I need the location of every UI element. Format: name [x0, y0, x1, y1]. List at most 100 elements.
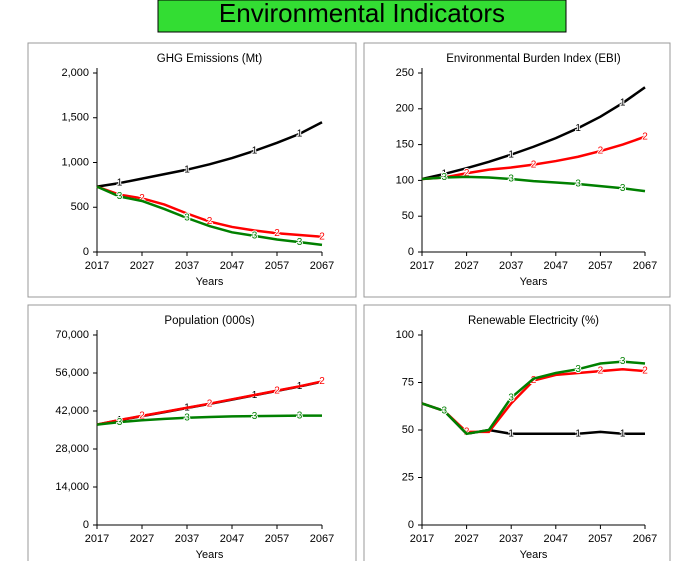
y-tick-label: 56,000 — [55, 367, 89, 379]
y-tick-label: 50 — [402, 424, 414, 436]
series-marker-label: 3 — [508, 174, 514, 185]
y-tick-label: 2,000 — [61, 67, 89, 79]
series-marker-label: 1 — [620, 428, 626, 439]
x-tick-label: 2017 — [85, 533, 109, 545]
x-tick-label: 2067 — [310, 533, 334, 545]
x-axis-label: Years — [196, 549, 224, 561]
y-tick-label: 50 — [402, 210, 414, 222]
series-line — [96, 380, 323, 426]
x-tick-label: 2047 — [544, 260, 568, 272]
series-marker-label: 2 — [464, 427, 470, 438]
series-marker-label: 2 — [139, 193, 145, 204]
x-tick-label: 2017 — [410, 533, 434, 545]
y-tick-label: 500 — [71, 201, 89, 213]
series-line — [421, 360, 646, 436]
y-tick-label: 25 — [402, 471, 414, 483]
series-marker-label: 2 — [598, 146, 604, 157]
x-axis-label: Years — [520, 549, 548, 561]
y-tick-label: 14,000 — [55, 481, 89, 493]
series-marker-label: 2 — [274, 385, 280, 396]
series-marker-label: 3 — [575, 179, 581, 190]
series-marker-label: 1 — [184, 164, 190, 175]
panel — [27, 304, 357, 561]
chart-title: Environmental Burden Index (EBI) — [446, 53, 621, 65]
series-marker-label: 1 — [575, 123, 581, 134]
x-tick-label: 2057 — [588, 260, 612, 272]
x-tick-label: 2047 — [544, 533, 568, 545]
series-line — [96, 185, 323, 239]
series-marker-label: 1 — [508, 428, 514, 439]
y-tick-label: 150 — [396, 139, 414, 151]
series-marker-label: 2 — [642, 131, 648, 142]
series-marker-label: 2 — [319, 231, 325, 242]
chart-title: Renewable Electricity (%) — [468, 315, 599, 327]
x-axis-label: Years — [520, 276, 548, 288]
series-line — [421, 175, 646, 193]
series-marker-label: 1 — [297, 129, 303, 140]
series-marker-label: 3 — [620, 183, 626, 194]
series-marker-label: 3 — [442, 172, 448, 183]
x-axis-label: Years — [196, 276, 224, 288]
series-marker-label: 2 — [207, 398, 213, 409]
series-marker-label: 1 — [442, 169, 448, 180]
series-marker-label: 3 — [575, 364, 581, 375]
x-tick-label: 2027 — [130, 533, 154, 545]
x-tick-label: 2047 — [220, 533, 244, 545]
series-marker-label: 3 — [297, 410, 303, 421]
y-tick-label: 200 — [396, 103, 414, 115]
y-tick-label: 0 — [408, 246, 414, 258]
y-tick-label: 70,000 — [55, 329, 89, 341]
x-tick-label: 2057 — [265, 260, 289, 272]
series-line — [96, 185, 323, 247]
series-marker-label: 2 — [531, 375, 537, 386]
y-tick-label: 0 — [83, 519, 89, 531]
x-tick-label: 2037 — [499, 533, 523, 545]
series-marker-label: 1 — [117, 178, 123, 189]
series-marker-label: 2 — [274, 228, 280, 239]
series-marker-label: 1 — [508, 149, 514, 160]
x-tick-label: 2057 — [588, 533, 612, 545]
x-tick-label: 2037 — [499, 260, 523, 272]
x-tick-label: 2067 — [633, 533, 657, 545]
x-tick-label: 2017 — [410, 260, 434, 272]
x-tick-label: 2067 — [310, 260, 334, 272]
chart-title: GHG Emissions (Mt) — [157, 53, 263, 65]
y-tick-label: 1,500 — [61, 112, 89, 124]
series-marker-label: 2 — [464, 168, 470, 179]
series-marker-label: 3 — [184, 412, 190, 423]
x-tick-label: 2037 — [175, 260, 199, 272]
series-marker-label: 2 — [642, 366, 648, 377]
series-marker-label: 2 — [139, 411, 145, 422]
x-tick-label: 2057 — [265, 533, 289, 545]
page-title: Environmental Indicators — [219, 0, 505, 28]
x-tick-label: 2027 — [454, 260, 478, 272]
series-marker-label: 3 — [620, 356, 626, 367]
series-marker-label: 1 — [252, 146, 258, 157]
y-tick-label: 28,000 — [55, 443, 89, 455]
x-tick-label: 2037 — [175, 533, 199, 545]
series-marker-label: 1 — [620, 98, 626, 109]
series-line — [96, 414, 322, 426]
series-marker-label: 3 — [252, 411, 258, 422]
series-marker-label: 3 — [184, 213, 190, 224]
y-tick-label: 75 — [402, 376, 414, 388]
series-marker-label: 2 — [598, 366, 604, 377]
x-tick-label: 2017 — [85, 260, 109, 272]
x-tick-label: 2027 — [454, 533, 478, 545]
x-tick-label: 2027 — [130, 260, 154, 272]
series-line — [421, 135, 646, 181]
title-box — [157, 0, 567, 33]
series-marker-label: 3 — [508, 392, 514, 403]
y-tick-label: 100 — [396, 174, 414, 186]
series-marker-label: 3 — [117, 417, 123, 428]
series-marker-label: 3 — [442, 406, 448, 417]
series-marker-label: 2 — [207, 216, 213, 227]
panel — [27, 42, 357, 298]
y-tick-label: 42,000 — [55, 405, 89, 417]
y-tick-label: 0 — [83, 246, 89, 258]
panel — [363, 42, 671, 298]
series-marker-label: 2 — [319, 376, 325, 387]
series-marker-label: 2 — [531, 159, 537, 170]
